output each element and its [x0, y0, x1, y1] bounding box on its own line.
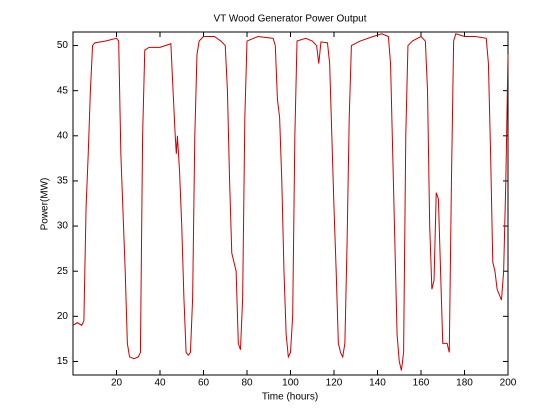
x-tick-label: 80: [241, 378, 253, 389]
plot-frame: [72, 31, 509, 376]
y-tick-label: 15: [57, 356, 69, 367]
y-tick-label: 30: [57, 221, 69, 232]
x-axis-label: Time (hours): [262, 392, 318, 403]
chart-title: VT Wood Generator Power Output: [213, 14, 366, 25]
x-tick-label: 120: [326, 378, 343, 389]
x-tick-label: 60: [198, 378, 210, 389]
y-tick-label: 25: [57, 266, 69, 277]
y-tick-label: 50: [57, 40, 69, 51]
y-tick-label: 20: [57, 311, 69, 322]
x-tick-label: 40: [154, 378, 166, 389]
x-tick-label: 140: [369, 378, 386, 389]
y-tick-label: 40: [57, 130, 69, 141]
data-line: [72, 33, 509, 371]
y-tick-label: 45: [57, 85, 69, 96]
x-tick-label: 20: [111, 378, 123, 389]
x-tick-label: 180: [456, 378, 473, 389]
x-tick-label: 160: [413, 378, 430, 389]
x-tick-label: 100: [282, 378, 299, 389]
x-tick-label: 200: [500, 378, 517, 389]
y-axis-label: Power(MW): [40, 178, 51, 231]
y-tick-label: 35: [57, 176, 69, 187]
